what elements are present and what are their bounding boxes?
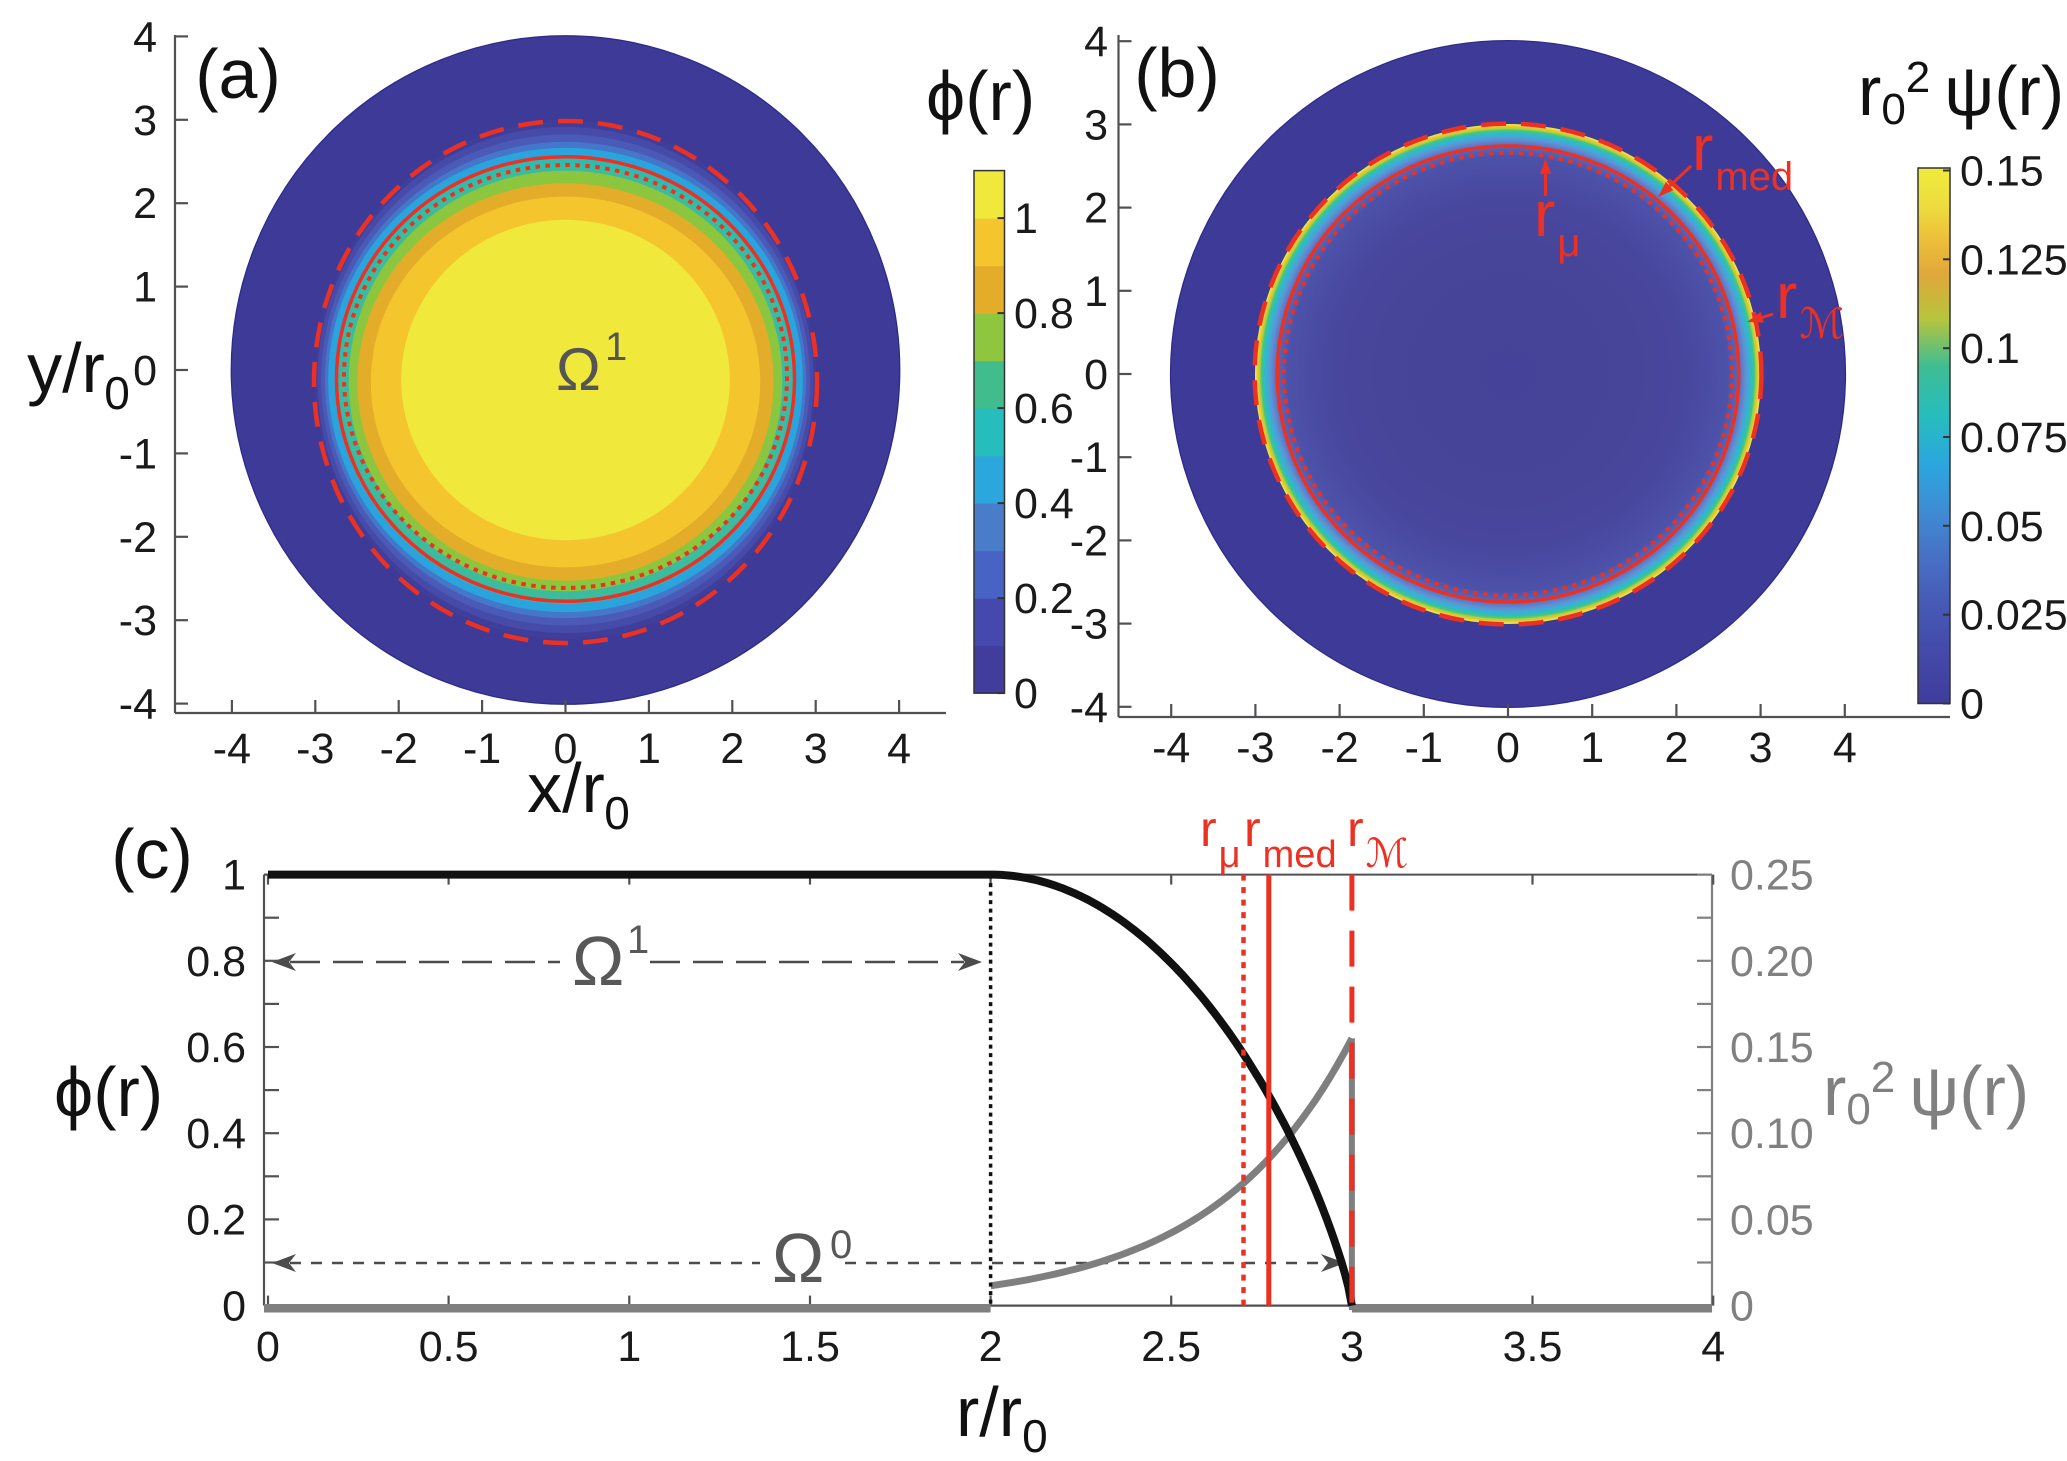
svg-text:-3: -3 xyxy=(296,725,334,773)
svg-text:0.6: 0.6 xyxy=(186,1024,246,1072)
svg-text:0.05: 0.05 xyxy=(1730,1196,1814,1244)
svg-text:-1: -1 xyxy=(1405,724,1443,772)
svg-text:2: 2 xyxy=(133,180,157,228)
svg-text:x/r: x/r xyxy=(527,749,605,827)
svg-text:0.05: 0.05 xyxy=(1960,503,2044,551)
svg-text:-2: -2 xyxy=(1320,724,1358,772)
svg-text:0.15: 0.15 xyxy=(1730,1024,1814,1072)
svg-text:0.2: 0.2 xyxy=(1014,575,1074,623)
svg-text:-4: -4 xyxy=(213,725,251,773)
svg-text:4: 4 xyxy=(1833,724,1857,772)
svg-text:0: 0 xyxy=(604,787,630,839)
svg-text:ϕ(r): ϕ(r) xyxy=(54,1053,163,1131)
svg-text:rμ: rμ xyxy=(1200,801,1241,876)
svg-text:0.20: 0.20 xyxy=(1730,938,1814,986)
svg-text:-3: -3 xyxy=(119,597,157,645)
svg-text:4: 4 xyxy=(887,725,911,773)
svg-text:0.4: 0.4 xyxy=(1014,480,1074,528)
svg-text:Ω: Ω xyxy=(556,336,601,403)
svg-text:-1: -1 xyxy=(463,725,501,773)
svg-text:-3: -3 xyxy=(1070,601,1108,649)
svg-text:0.8: 0.8 xyxy=(1014,290,1074,338)
svg-text:3: 3 xyxy=(1340,1323,1364,1371)
svg-text:(c): (c) xyxy=(111,815,193,893)
svg-text:(b): (b) xyxy=(1134,34,1220,112)
svg-text:2: 2 xyxy=(979,1323,1003,1371)
svg-text:1: 1 xyxy=(1014,195,1038,243)
svg-text:0.125: 0.125 xyxy=(1960,236,2067,284)
svg-text:1: 1 xyxy=(627,918,649,962)
svg-text:Ω: Ω xyxy=(572,922,624,1000)
svg-text:3: 3 xyxy=(804,725,828,773)
svg-text:0: 0 xyxy=(133,347,157,395)
svg-text:0.5: 0.5 xyxy=(419,1323,479,1371)
svg-text:0: 0 xyxy=(830,1223,852,1267)
svg-text:0: 0 xyxy=(1960,681,1984,729)
svg-text:0.8: 0.8 xyxy=(186,938,246,986)
svg-text:1: 1 xyxy=(1580,724,1604,772)
svg-text:3.5: 3.5 xyxy=(1503,1323,1563,1371)
svg-text:0: 0 xyxy=(1014,670,1038,718)
svg-text:2: 2 xyxy=(1664,724,1688,772)
svg-text:1.5: 1.5 xyxy=(780,1323,840,1371)
svg-text:0: 0 xyxy=(554,725,578,773)
svg-text:0.10: 0.10 xyxy=(1730,1110,1814,1158)
svg-text:2: 2 xyxy=(1084,185,1108,233)
svg-text:0.1: 0.1 xyxy=(1960,325,2020,373)
svg-text:y/r: y/r xyxy=(27,329,105,407)
svg-text:-1: -1 xyxy=(119,430,157,478)
svg-text:3: 3 xyxy=(1084,101,1108,149)
svg-text:3: 3 xyxy=(133,97,157,145)
svg-text:-2: -2 xyxy=(380,725,418,773)
svg-text:0.075: 0.075 xyxy=(1960,414,2067,462)
svg-text:0.2: 0.2 xyxy=(186,1196,246,1244)
svg-text:0: 0 xyxy=(256,1323,280,1371)
svg-text:-4: -4 xyxy=(1070,684,1108,732)
svg-text:-4: -4 xyxy=(119,681,157,729)
svg-text:-2: -2 xyxy=(119,514,157,562)
svg-text:1: 1 xyxy=(637,725,661,773)
svg-text:0: 0 xyxy=(1730,1283,1754,1331)
svg-text:0.6: 0.6 xyxy=(1014,385,1074,433)
svg-text:-1: -1 xyxy=(1070,434,1108,482)
svg-text:4: 4 xyxy=(1084,18,1108,66)
svg-text:rmed: rmed xyxy=(1244,801,1337,876)
svg-text:1: 1 xyxy=(617,1323,641,1371)
svg-text:0: 0 xyxy=(222,1283,246,1331)
svg-text:0: 0 xyxy=(1496,724,1520,772)
svg-text:3: 3 xyxy=(1749,724,1773,772)
svg-text:1: 1 xyxy=(1084,268,1108,316)
svg-text:1: 1 xyxy=(605,325,627,369)
svg-text:1: 1 xyxy=(133,264,157,312)
svg-text:0: 0 xyxy=(104,367,130,419)
svg-text:4: 4 xyxy=(1701,1323,1725,1371)
svg-text:rℳ: rℳ xyxy=(1347,801,1408,876)
svg-text:ϕ(r): ϕ(r) xyxy=(926,57,1035,135)
svg-text:2.5: 2.5 xyxy=(1141,1323,1201,1371)
svg-text:Ω: Ω xyxy=(772,1219,824,1297)
svg-text:0.15: 0.15 xyxy=(1960,148,2044,196)
svg-text:0.025: 0.025 xyxy=(1960,592,2067,640)
svg-text:0.4: 0.4 xyxy=(186,1110,246,1158)
svg-text:1: 1 xyxy=(222,852,246,900)
svg-text:-4: -4 xyxy=(1152,724,1190,772)
svg-text:0: 0 xyxy=(1084,351,1108,399)
svg-text:r/r0: r/r0 xyxy=(956,1373,1048,1461)
svg-text:(a): (a) xyxy=(195,35,281,113)
svg-text:0.25: 0.25 xyxy=(1730,852,1814,900)
svg-text:4: 4 xyxy=(133,13,157,61)
svg-text:-3: -3 xyxy=(1236,724,1274,772)
svg-text:-2: -2 xyxy=(1070,517,1108,565)
svg-text:r02 ψ(r): r02 ψ(r) xyxy=(1858,52,2064,134)
svg-text:2: 2 xyxy=(720,725,744,773)
svg-text:r02 ψ(r): r02 ψ(r) xyxy=(1823,1052,2029,1134)
